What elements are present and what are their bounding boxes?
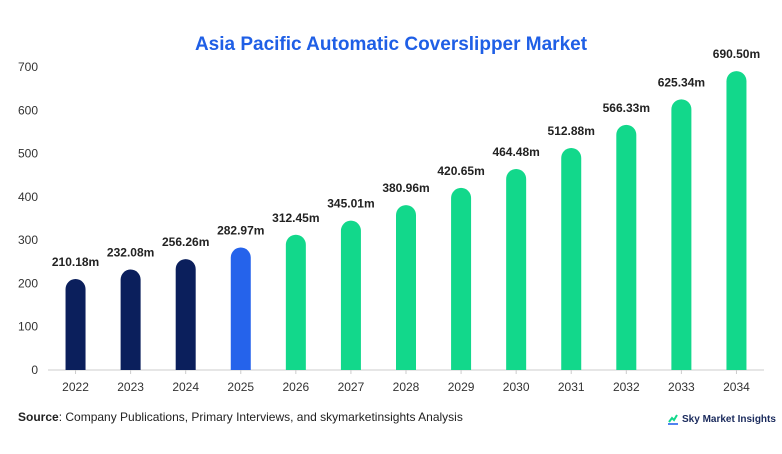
source-note: Source: Company Publications, Primary In… — [18, 410, 463, 424]
data-label-2031: 512.88m — [548, 124, 595, 138]
data-label-2028: 380.96m — [382, 181, 429, 195]
y-tick-label: 600 — [18, 103, 38, 117]
brand-logo: Sky Market Insights — [667, 413, 776, 425]
y-tick-label: 0 — [31, 363, 38, 377]
x-tick-label-2033: 2033 — [668, 380, 695, 394]
source-label: Source — [18, 410, 59, 424]
bar-2026 — [285, 234, 306, 370]
source-text: : Company Publications, Primary Intervie… — [58, 410, 463, 424]
y-tick-label: 100 — [18, 320, 38, 334]
x-tick-label-2029: 2029 — [448, 380, 475, 394]
x-tick-label-2027: 2027 — [338, 380, 365, 394]
sky-market-insights-logo-icon — [668, 414, 678, 425]
x-tick-label-2034: 2034 — [723, 380, 750, 394]
data-label-2034: 690.50m — [713, 47, 760, 61]
y-tick-label: 400 — [18, 190, 38, 204]
y-tick-label: 500 — [18, 147, 38, 161]
data-label-2024: 256.26m — [162, 235, 209, 249]
bar-2029 — [451, 187, 472, 370]
bar-2022 — [65, 279, 86, 370]
x-tick-label-2031: 2031 — [558, 380, 585, 394]
chart-title: Asia Pacific Automatic Coverslipper Mark… — [194, 34, 588, 55]
data-label-2029: 420.65m — [437, 164, 484, 178]
y-tick-label: 300 — [18, 233, 38, 247]
x-tick-label-2023: 2023 — [117, 380, 144, 394]
y-tick-label: 200 — [18, 276, 38, 290]
data-label-2030: 464.48m — [492, 145, 539, 159]
bar-2028 — [396, 205, 416, 370]
x-tick-label-2022: 2022 — [62, 380, 89, 394]
bar-2023 — [120, 269, 141, 370]
bar-2027 — [340, 220, 361, 370]
x-tick-label-2028: 2028 — [393, 380, 420, 394]
bar-2034 — [726, 71, 747, 370]
data-label-2032: 566.33m — [603, 101, 650, 115]
data-label-2025: 282.97m — [217, 224, 264, 238]
bar-2025 — [230, 247, 251, 370]
brand-name: Sky Market Insights — [682, 413, 776, 425]
data-label-2027: 345.01m — [327, 197, 374, 211]
bar-2024 — [175, 259, 196, 370]
x-tick-label-2025: 2025 — [227, 380, 254, 394]
x-tick-label-2030: 2030 — [503, 380, 530, 394]
x-tick-label-2024: 2024 — [172, 380, 199, 394]
bar-2030 — [506, 168, 527, 370]
bar-2033 — [671, 99, 692, 370]
data-label-2033: 625.34m — [658, 75, 705, 89]
y-tick-label: 700 — [18, 60, 38, 74]
data-label-2022: 210.18m — [52, 255, 99, 269]
bar-2032 — [616, 124, 637, 370]
data-label-2026: 312.45m — [272, 211, 319, 225]
data-label-2023: 232.08m — [107, 246, 154, 260]
x-tick-label-2032: 2032 — [613, 380, 640, 394]
bar-2031 — [561, 147, 582, 370]
x-tick-label-2026: 2026 — [282, 380, 309, 394]
